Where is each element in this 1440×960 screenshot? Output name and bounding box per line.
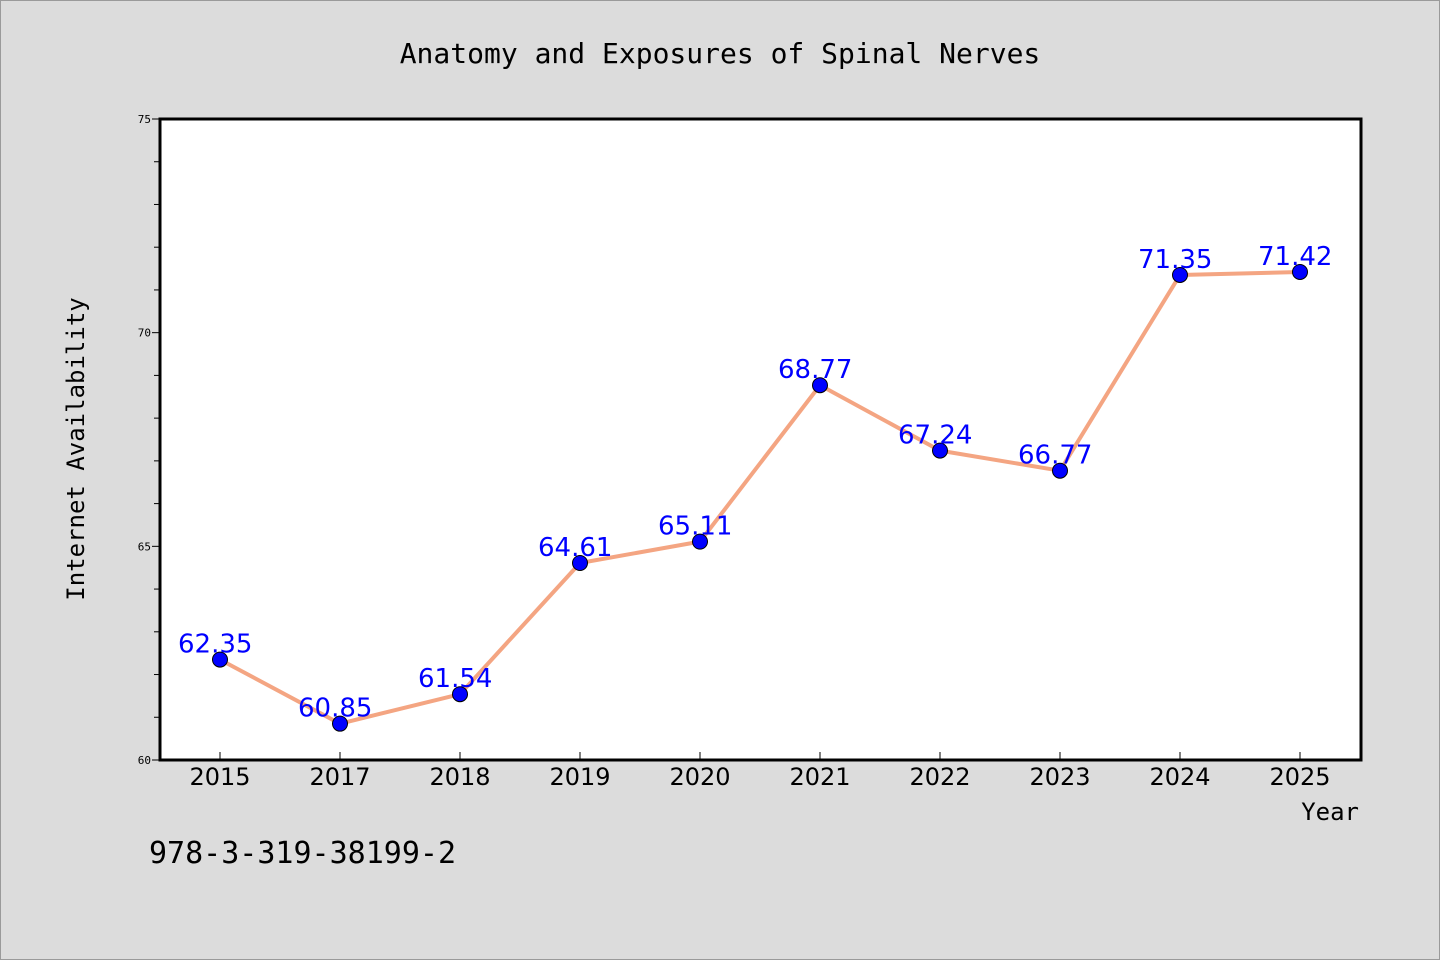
y-axis: 60 65 70 75 (138, 113, 160, 767)
data-label: 68.77 (778, 355, 852, 385)
data-label: 65.11 (658, 512, 732, 542)
x-tick-label: 2019 (549, 763, 610, 791)
x-tick-label: 2021 (789, 763, 850, 791)
y-tick-label: 75 (138, 113, 151, 126)
x-tick-label: 2015 (189, 763, 250, 791)
x-tick-label: 2022 (909, 763, 970, 791)
data-point (812, 377, 828, 394)
x-tick-label: 2018 (429, 763, 490, 791)
chart-title: Anatomy and Exposures of Spinal Nerves (400, 37, 1041, 70)
data-label: 71.42 (1258, 242, 1332, 272)
x-tick-label: 2023 (1029, 763, 1090, 791)
data-point (692, 533, 708, 550)
x-axis: 2015 2017 2018 2019 2020 2021 2022 2023 2024 2025 (189, 752, 1331, 791)
data-label: 66.77 (1018, 441, 1092, 471)
data-label: 62.35 (178, 630, 252, 660)
y-tick-label: 70 (138, 327, 151, 340)
data-point (212, 651, 228, 668)
data-label: 60.85 (298, 694, 372, 724)
x-axis-label: Year (1301, 798, 1359, 826)
data-point (332, 715, 348, 732)
x-tick-label: 2020 (669, 763, 730, 791)
data-point (452, 686, 468, 703)
data-label: 67.24 (898, 421, 972, 451)
series-line: 62.35 60.85 61.54 64.61 65.11 68.77 67.24 66.77… (178, 242, 1332, 732)
plot-area (158, 117, 1363, 762)
y-tick-label: 65 (138, 540, 151, 553)
data-point (932, 442, 948, 459)
data-label: 61.54 (418, 664, 492, 694)
data-point (1052, 462, 1068, 479)
data-point (1172, 266, 1188, 283)
data-label: 71.35 (1138, 245, 1212, 275)
footer-isbn: 978-3-319-38199-2 (149, 836, 456, 871)
data-point (1292, 263, 1308, 280)
data-point (572, 554, 588, 571)
x-tick-label: 2024 (1149, 763, 1210, 791)
y-tick-label: 60 (138, 754, 151, 767)
series-polyline (219, 269, 1301, 726)
y-axis-label: Internet Availability (62, 297, 90, 600)
x-tick-label: 2025 (1269, 763, 1330, 791)
data-label: 64.61 (538, 533, 612, 563)
x-tick-label: 2017 (309, 763, 370, 791)
